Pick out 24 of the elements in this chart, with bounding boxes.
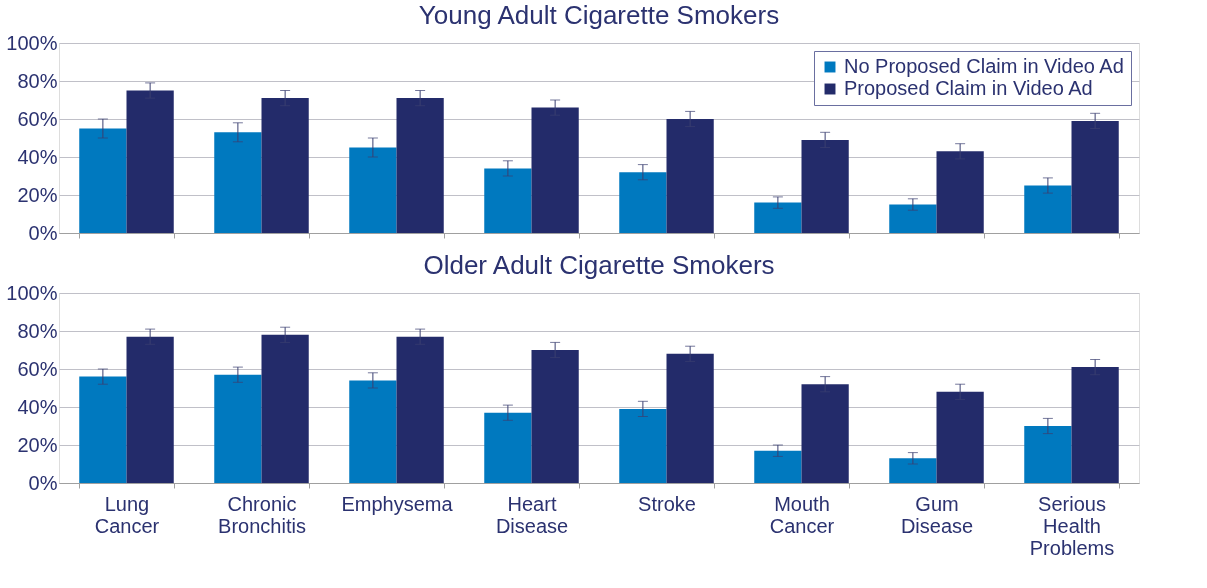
- x-tick-label: Chronic Bronchitis: [218, 492, 306, 537]
- x-tick-label: Gum Disease: [900, 492, 974, 537]
- x-tick-label: Stroke: [638, 492, 696, 515]
- y-tick-label: 20%: [17, 183, 58, 206]
- y-tick-label: 20%: [17, 433, 58, 456]
- y-tick-label: 100%: [6, 31, 58, 54]
- legend-label: Proposed Claim in Video Ad: [844, 77, 1093, 99]
- x-tick-label: Emphysema: [341, 492, 454, 515]
- x-tick-label: Mouth Cancer: [769, 492, 835, 537]
- x-tick-label: Heart Disease: [495, 492, 569, 537]
- y-tick-label: 80%: [17, 319, 58, 342]
- y-tick-label: 80%: [17, 69, 58, 92]
- y-tick-label: 0%: [28, 471, 58, 494]
- y-tick-label: 40%: [17, 395, 58, 418]
- y-tick-label: 40%: [17, 145, 58, 168]
- x-tick-label: Serious Health Problems: [1029, 492, 1115, 559]
- legend-label: No Proposed Claim in Video Ad: [844, 55, 1124, 77]
- y-tick-label: 60%: [17, 357, 58, 380]
- chart-title: Young Adult Cigarette Smokers: [418, 0, 780, 30]
- x-tick-label: Lung Cancer: [94, 492, 160, 537]
- y-tick-label: 0%: [28, 221, 58, 244]
- y-tick-label: 100%: [6, 281, 58, 304]
- chart-title: Older Adult Cigarette Smokers: [423, 250, 775, 280]
- y-tick-label: 60%: [17, 107, 58, 130]
